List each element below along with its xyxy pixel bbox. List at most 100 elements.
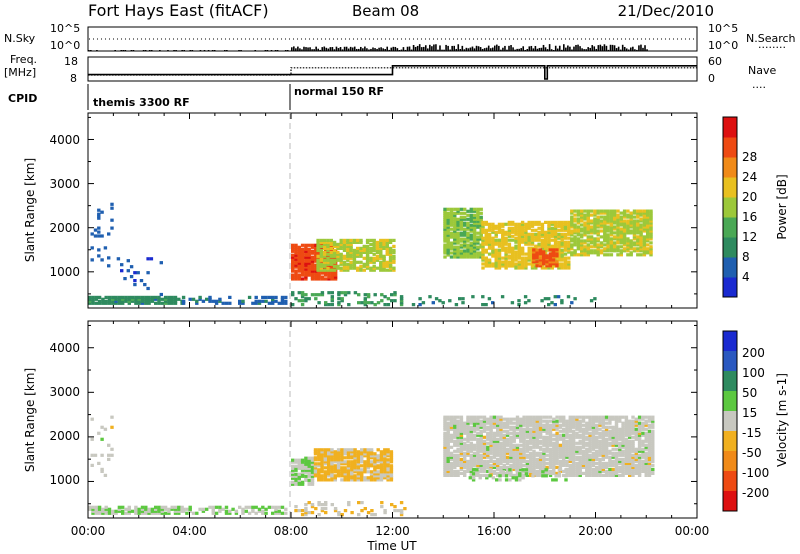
heatmap-cell xyxy=(618,427,622,431)
heatmap-cell xyxy=(595,461,599,465)
heatmap-cell xyxy=(489,431,493,435)
heatmap-cell xyxy=(586,249,590,253)
heatmap-cell xyxy=(336,468,341,472)
heatmap-cell xyxy=(134,511,138,515)
heatmap-cell xyxy=(154,509,158,513)
heatmap-cell xyxy=(522,443,526,447)
heatmap-cell xyxy=(642,209,647,213)
heatmap-cell xyxy=(570,243,574,247)
heatmap-cell xyxy=(449,421,454,425)
heatmap-cell xyxy=(641,417,645,421)
heatmap-cell xyxy=(294,464,298,468)
heatmap-cell xyxy=(443,473,447,477)
heatmap-cell xyxy=(297,480,301,484)
heatmap-cell xyxy=(310,269,315,273)
heatmap-cell xyxy=(512,473,516,477)
heatmap-cell xyxy=(614,439,619,443)
noise-bar xyxy=(424,45,427,51)
heatmap-cell xyxy=(611,429,615,433)
heatmap-cell xyxy=(449,435,454,439)
heatmap-cell xyxy=(565,439,569,443)
heatmap-cell xyxy=(519,419,523,423)
heatmap-cell xyxy=(545,447,549,451)
heatmap-cell xyxy=(481,222,485,226)
heatmap-cell xyxy=(479,431,483,435)
heatmap-cell xyxy=(352,258,357,262)
heatmap-cell xyxy=(294,251,298,255)
heatmap-cell xyxy=(492,455,497,459)
heatmap-cell xyxy=(330,460,334,464)
heatmap-cell xyxy=(261,505,265,509)
heatmap-cell xyxy=(535,417,539,421)
heatmap-cell xyxy=(479,229,483,233)
heatmap-cell xyxy=(94,511,98,515)
heatmap-cell xyxy=(514,266,518,270)
heatmap-cell xyxy=(599,211,604,215)
heatmap-cell xyxy=(291,257,295,261)
heatmap-cell xyxy=(456,429,460,433)
heatmap-cell xyxy=(588,433,592,437)
heatmap-cell xyxy=(576,211,581,215)
heatmap-cell xyxy=(468,476,472,480)
heatmap-cell xyxy=(362,248,366,252)
heatmap-cell xyxy=(277,509,281,513)
heatmap-cell xyxy=(476,437,480,441)
heatmap-cell xyxy=(280,299,285,303)
heatmap-cell xyxy=(362,244,366,248)
heatmap-cell xyxy=(562,453,566,457)
heatmap-cell xyxy=(449,227,454,231)
heatmap-cell xyxy=(651,437,655,441)
heatmap-cell xyxy=(218,505,222,509)
heatmap-cell xyxy=(307,257,311,261)
heatmap-cell xyxy=(234,509,239,513)
heatmap-cell xyxy=(107,443,111,447)
heatmap-cell xyxy=(343,478,347,482)
heatmap-cell xyxy=(475,472,479,476)
heatmap-cell xyxy=(316,248,320,252)
heatmap-cell xyxy=(463,461,467,465)
heatmap-cell xyxy=(443,221,447,225)
heatmap-cell xyxy=(491,228,495,232)
heatmap-cell xyxy=(568,469,572,473)
heatmap-cell xyxy=(320,452,324,456)
heatmap-cell xyxy=(578,469,582,473)
heatmap-cell xyxy=(501,224,505,228)
heatmap-cell xyxy=(547,234,551,238)
heatmap-cell xyxy=(319,254,324,258)
heatmap-cell xyxy=(618,453,622,457)
heatmap-cell xyxy=(570,209,574,213)
heatmap-cell xyxy=(104,295,108,299)
heatmap-cell xyxy=(107,509,112,513)
heatmap-cell xyxy=(647,439,652,443)
heatmap-cell xyxy=(629,215,633,219)
heatmap-cell xyxy=(603,231,607,235)
heatmap-cell xyxy=(446,457,450,461)
heatmap-cell xyxy=(509,437,513,441)
heatmap-cell xyxy=(609,247,614,251)
noise-bar xyxy=(394,46,397,51)
heatmap-cell xyxy=(336,452,341,456)
heatmap-cell xyxy=(532,443,536,447)
heatmap-cell xyxy=(547,222,551,226)
heatmap-cell xyxy=(626,243,630,247)
heatmap-cell xyxy=(532,439,536,443)
heatmap-cell xyxy=(548,469,553,473)
heatmap-cell xyxy=(616,217,620,221)
heatmap-cell xyxy=(575,433,579,437)
heatmap-cell xyxy=(320,450,324,454)
heatmap-cell xyxy=(614,451,619,455)
heatmap-cell xyxy=(568,421,572,425)
heatmap-cell xyxy=(558,425,563,429)
heatmap-cell xyxy=(611,441,615,445)
heatmap-cell xyxy=(576,219,581,223)
heatmap-cell xyxy=(365,252,370,256)
heatmap-cell xyxy=(342,262,347,266)
heatmap-cell xyxy=(346,456,351,460)
heatmap-cell xyxy=(515,427,520,431)
heatmap-cell xyxy=(350,452,354,456)
heatmap-cell xyxy=(323,254,327,258)
heatmap-cell xyxy=(646,211,650,215)
heatmap-cell xyxy=(469,431,473,435)
heatmap-cell xyxy=(463,421,467,425)
heatmap-cell xyxy=(532,433,536,437)
